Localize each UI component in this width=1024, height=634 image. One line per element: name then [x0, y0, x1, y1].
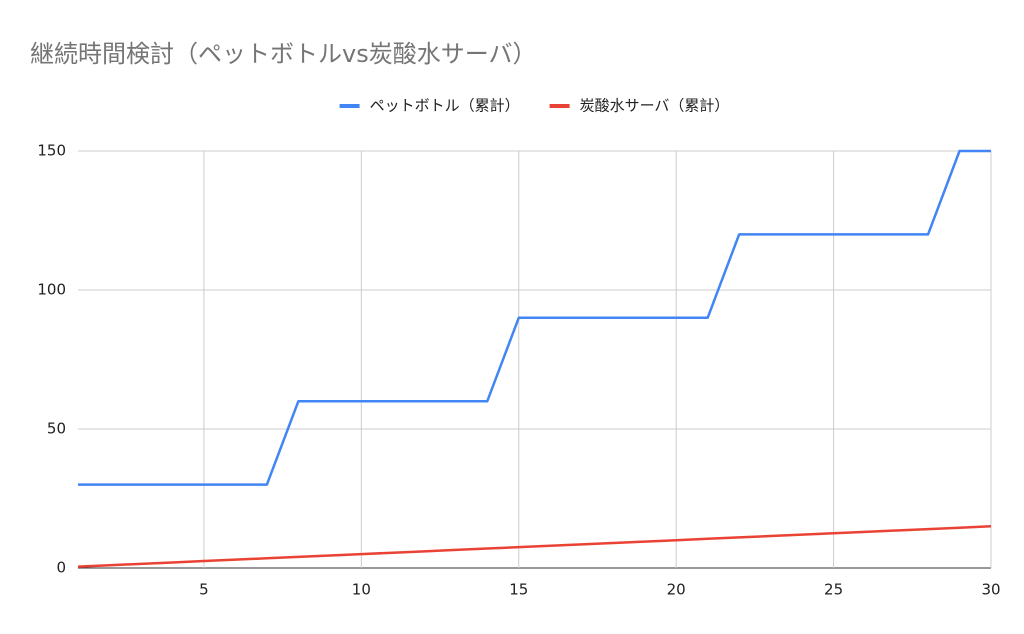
y-tick-label: 50 [47, 420, 66, 438]
x-tick-label: 15 [509, 581, 528, 599]
x-tick-label: 10 [352, 581, 371, 599]
series-line [78, 149, 991, 486]
x-tick-label: 25 [824, 581, 843, 599]
x-tick-label: 20 [667, 581, 686, 599]
legend-label: ペットボトル（累計） [370, 97, 520, 115]
x-tick-label: 30 [981, 581, 1000, 599]
y-tick-label: 0 [56, 559, 66, 577]
series-line [77, 525, 992, 568]
chart-title: 継続時間検討（ペットボトルvs炭酸水サーバ） [30, 40, 536, 68]
y-tick-label: 150 [37, 142, 66, 160]
y-tick-label: 100 [37, 281, 66, 299]
x-tick-label: 5 [199, 581, 209, 599]
legend-label: 炭酸水サーバ（累計） [580, 97, 730, 115]
